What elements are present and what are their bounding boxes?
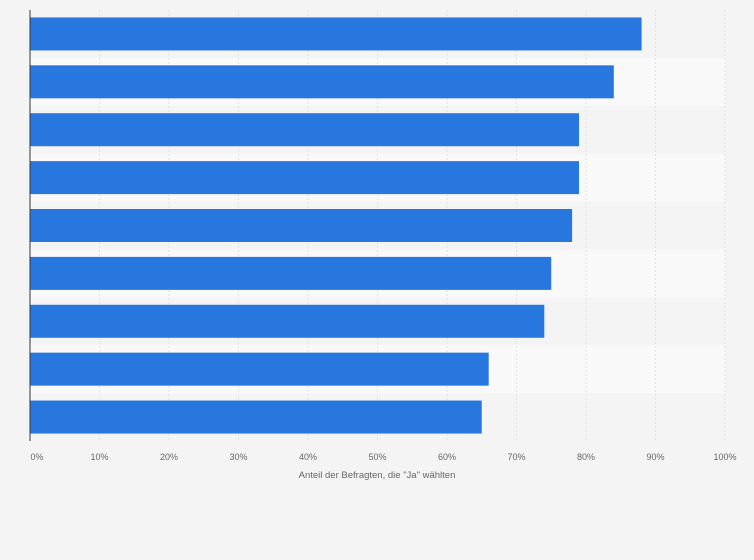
x-axis-title: Anteil der Befragten, die "Ja" wählten (299, 470, 456, 481)
bar (30, 256, 552, 290)
bar (30, 161, 580, 195)
x-tick-label: 60% (438, 452, 456, 462)
x-tick-label: 90% (646, 452, 664, 462)
bar (30, 113, 580, 147)
x-tick-label: 100% (713, 452, 736, 462)
x-axis-ticks: 0% 10% 20% 30% 40% 50% 60% 70% 80% 90% 100% (30, 452, 736, 462)
bar (30, 352, 489, 386)
x-tick-label: 30% (229, 452, 247, 462)
x-tick-label: 50% (368, 452, 386, 462)
bar (30, 304, 545, 338)
bar (30, 400, 482, 434)
x-tick-label: 80% (577, 452, 595, 462)
x-tick-label: 10% (90, 452, 108, 462)
bars (30, 17, 642, 434)
x-tick-label: 20% (160, 452, 178, 462)
bar (30, 17, 642, 51)
x-tick-label: 70% (507, 452, 525, 462)
x-tick-label: 0% (30, 452, 43, 462)
x-tick-label: 40% (299, 452, 317, 462)
bar (30, 65, 614, 99)
bar (30, 209, 573, 242)
